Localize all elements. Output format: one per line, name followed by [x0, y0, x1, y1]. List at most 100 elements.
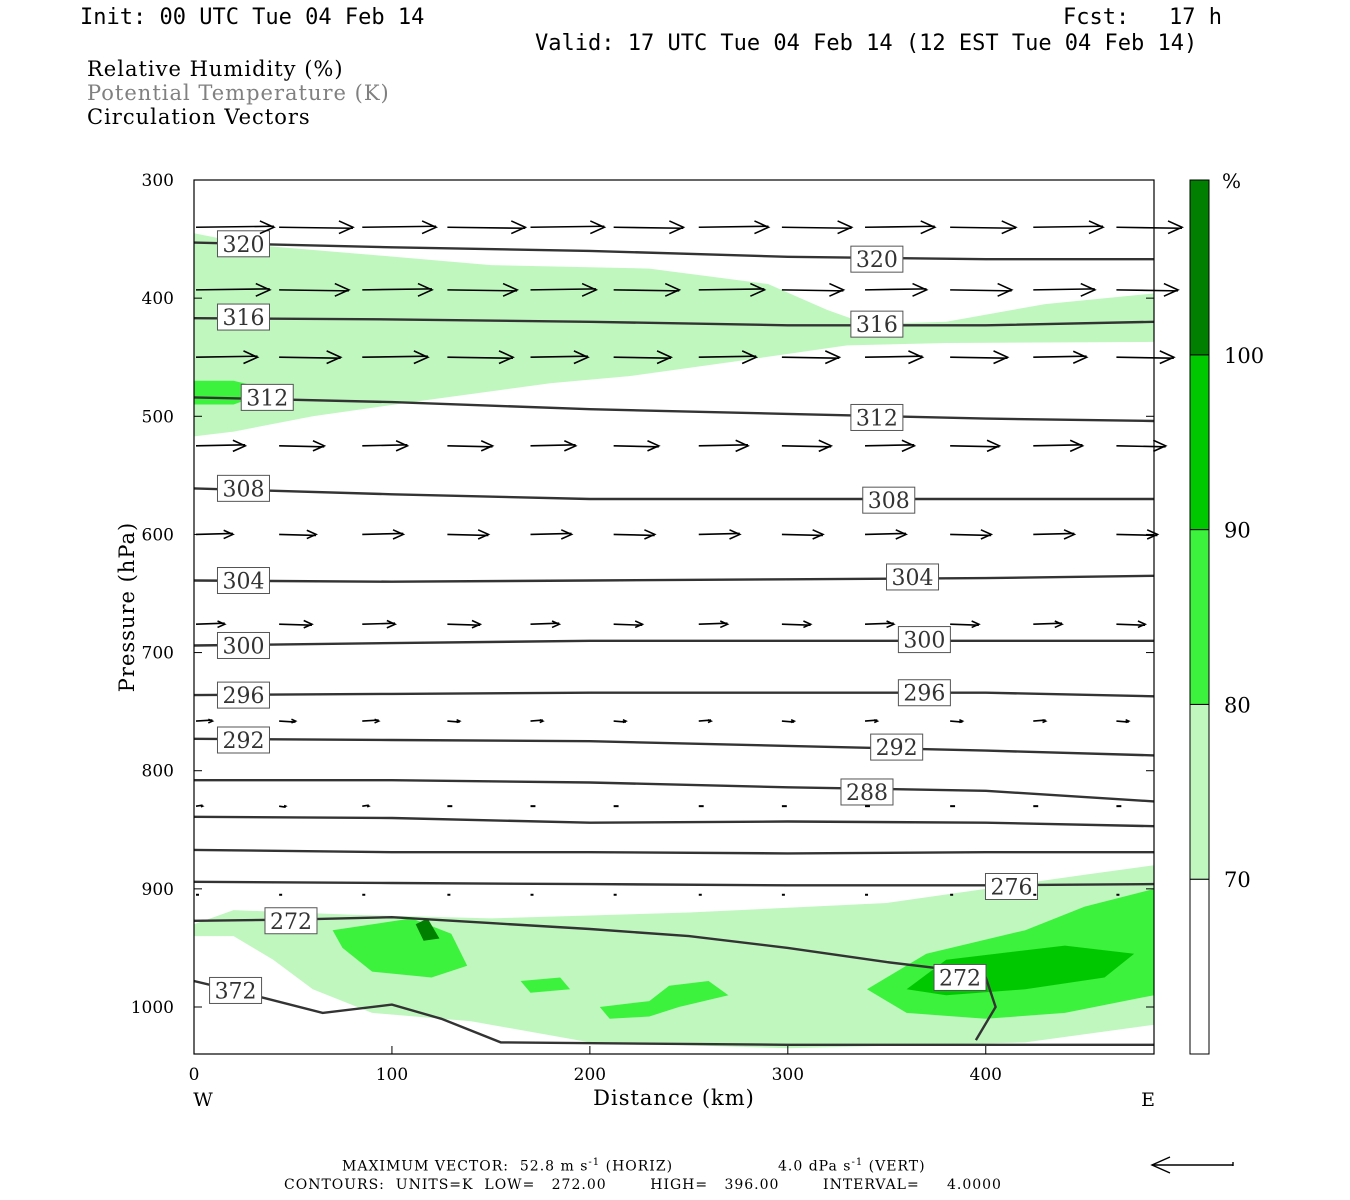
west-label: W	[193, 1089, 213, 1111]
vector-shaft	[698, 532, 740, 536]
vector-shaft	[950, 289, 1012, 292]
circulation-vector	[950, 620, 981, 629]
vector-shaft	[279, 445, 325, 448]
theta-label-box	[870, 733, 924, 761]
circulation-vector	[447, 350, 515, 365]
vert-vector-text: 4.0 dPa s	[778, 1158, 852, 1175]
vector-shaft	[781, 623, 811, 627]
theta-label-box	[886, 563, 940, 591]
circulation-vector	[530, 282, 599, 297]
circulation-vector	[195, 718, 215, 724]
circulation-vector	[195, 350, 260, 365]
circulation-vector	[530, 220, 607, 235]
colorbar-unit: %	[1222, 169, 1241, 193]
vector-head	[581, 282, 599, 297]
circulation-vector	[447, 529, 491, 540]
vector-shaft	[865, 225, 935, 229]
vector-head	[986, 439, 1002, 453]
theta-contour-292	[194, 737, 1154, 757]
rh-region-70-0	[194, 233, 1154, 437]
circulation-vector	[781, 529, 825, 540]
vector-shaft	[1116, 226, 1183, 230]
circulation-vector	[279, 529, 318, 540]
theta-label: 300	[903, 629, 945, 654]
circulation-vector	[865, 529, 908, 540]
max-vector-exp: -1	[588, 1157, 601, 1168]
circulation-vector	[865, 220, 937, 235]
circulation-vector	[613, 529, 657, 540]
theta-label: 276	[990, 875, 1032, 900]
vector-shaft	[195, 288, 270, 291]
theta-label-box	[840, 778, 894, 806]
axes-layer: 300 400 500 600 700 800 900 1000 0 100 200 300 400 Di…	[115, 171, 1155, 1111]
theta-label: 272	[270, 910, 312, 935]
circulation-vector	[865, 350, 925, 365]
vector-shaft	[530, 444, 576, 447]
field-rh-label: Relative Humidity (%)	[87, 57, 344, 81]
theta-label: 312	[246, 386, 288, 411]
vector-shaft	[362, 355, 428, 359]
circulation-vector	[1033, 220, 1105, 235]
vector-head	[1167, 220, 1184, 235]
circulation-vector	[781, 220, 854, 235]
x-tick-label: 200	[574, 1065, 606, 1085]
vector-head	[1069, 439, 1085, 453]
vector-head	[895, 529, 908, 540]
vector-head	[510, 220, 528, 235]
vector-shaft	[447, 356, 513, 360]
vector-head	[1072, 350, 1089, 364]
theta-label-box	[216, 726, 270, 754]
x-tick-label: 100	[376, 1065, 408, 1085]
vector-head	[374, 718, 381, 724]
vector-head	[634, 620, 645, 629]
vector-head	[901, 439, 917, 453]
vector-head	[920, 220, 937, 235]
theta-label: 320	[856, 248, 898, 273]
theta-contour-unlabeled-9	[194, 815, 1154, 828]
theta-label: 316	[856, 313, 898, 338]
vector-head	[312, 440, 327, 452]
colorbar-segment	[1189, 179, 1210, 356]
max-vector-note: MAXIMUM VECTOR: 52.8 m s-1 (HORIZ)	[342, 1157, 673, 1175]
circulation-vector	[279, 282, 351, 297]
vector-head	[303, 619, 314, 629]
theta-contour-272	[194, 915, 997, 1041]
theta-label: 288	[846, 781, 888, 806]
colorbar-segment	[1189, 878, 1210, 1055]
vector-head	[829, 282, 846, 297]
theta-label-box	[216, 303, 270, 331]
vector-shaft	[1033, 225, 1103, 229]
rh-region-80-6	[520, 977, 571, 993]
circulation-vector	[447, 718, 462, 724]
vector-head	[719, 620, 730, 629]
vector-shaft	[698, 225, 769, 229]
circulation-vector	[530, 529, 574, 540]
theta-label: 312	[856, 406, 898, 431]
circulation-vector	[279, 220, 355, 235]
vector-shaft	[1116, 623, 1146, 627]
y-tick-label: 500	[142, 407, 174, 427]
vector-head	[741, 350, 759, 365]
circulation-vector	[195, 620, 227, 629]
circulation-vector	[865, 620, 896, 629]
theta-label-box	[850, 245, 904, 273]
theta-label: 272	[939, 966, 981, 991]
circulation-vector	[698, 620, 730, 629]
circulation-vector	[1116, 282, 1180, 297]
theta-contour-308	[194, 487, 1154, 501]
vector-shaft	[362, 622, 396, 626]
theta-label-box	[897, 626, 951, 654]
vector-head	[1080, 282, 1097, 297]
vert-vector-note: 4.0 dPa s-1 (VERT)	[778, 1157, 926, 1175]
vector-head	[886, 620, 896, 629]
theta-label: 308	[222, 477, 264, 502]
vector-head	[837, 220, 854, 235]
theta-label: 296	[903, 682, 945, 707]
vector-head	[502, 282, 520, 297]
vector-shaft	[279, 356, 341, 360]
vector-shaft	[1116, 289, 1178, 292]
east-label: E	[1141, 1089, 1155, 1111]
vector-head	[1159, 350, 1176, 365]
theta-label-box	[897, 679, 951, 707]
